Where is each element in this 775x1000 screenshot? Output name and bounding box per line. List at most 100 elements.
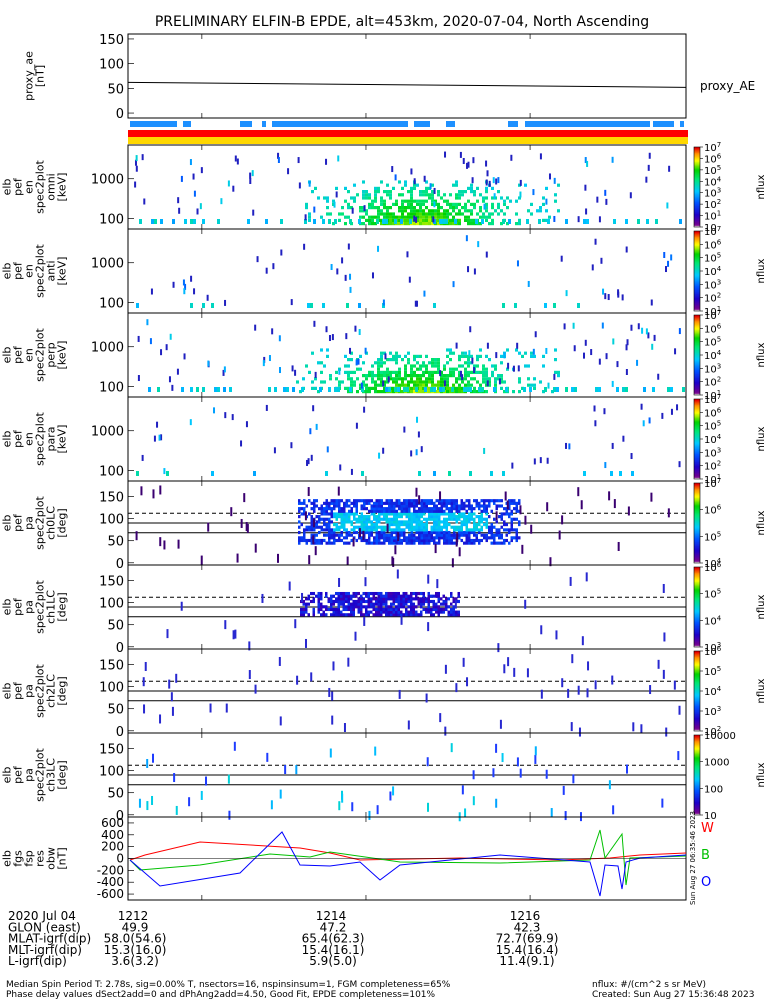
spectrogram-cell (508, 530, 511, 535)
spectrogram-cell (423, 175, 426, 182)
colorbar-cell (694, 593, 700, 596)
spectrogram-cell (338, 507, 341, 511)
spectrogram-cell (362, 361, 365, 365)
spectrogram-cell (303, 528, 306, 532)
spectrogram-cell (323, 364, 326, 368)
spectrogram-cell (140, 486, 143, 496)
spectrogram-cell (455, 206, 458, 210)
spectrogram-cell (300, 523, 303, 527)
spectrogram-cell (600, 257, 603, 264)
spectrogram-cell (380, 613, 383, 617)
spectrogram-cell (415, 536, 418, 540)
spectrogram-cell (503, 199, 506, 203)
spectrogram-cell (422, 591, 425, 596)
spectrogram-cell (382, 607, 385, 612)
spectrogram-cell (380, 202, 383, 206)
spectrogram-cell (449, 390, 452, 394)
colorbar-cell (694, 719, 700, 721)
spectrogram-cell (473, 386, 476, 390)
spectrogram-cell (416, 380, 419, 384)
spectrogram-cell (333, 504, 336, 508)
colorbar-cell (694, 669, 700, 672)
colorbar-cell (694, 572, 700, 575)
spectrogram-cell (449, 212, 452, 216)
spectrogram-cell (340, 515, 343, 519)
colorbar-cell (694, 655, 700, 657)
colorbar-cell (694, 771, 700, 773)
spectrogram-cell (497, 374, 500, 378)
spectrogram-cell (322, 613, 325, 617)
spectrogram-cell (378, 525, 381, 529)
spectrogram-cell (415, 610, 418, 614)
pef_pa_spec2plot_ch1LC-ylabel-line: [deg] (56, 592, 69, 621)
spectrogram-cell (402, 599, 405, 604)
spectrogram-cell (377, 613, 380, 617)
colorbar-cell (694, 368, 700, 371)
spectrogram-cell (518, 509, 521, 513)
spectrogram-cell (303, 512, 306, 516)
spectrogram-cell (415, 605, 418, 609)
spectrogram-cell (485, 370, 488, 374)
spectrogram-cell (370, 509, 373, 513)
spectrogram-cell (383, 525, 386, 529)
spectrogram-cell (533, 383, 536, 387)
spectrogram-cell (443, 520, 446, 524)
spectrogram-cell (353, 525, 356, 529)
spectrogram-cell (431, 222, 434, 226)
spectrogram-cell (331, 691, 334, 701)
colorbar-cell (694, 793, 700, 796)
spectrogram-cell (340, 517, 343, 521)
spectrogram-cell (408, 536, 411, 540)
spectrogram-cell (650, 492, 653, 502)
spectrogram-cell (350, 528, 353, 532)
spectrogram-cell (439, 387, 442, 392)
colorbar-cell (694, 791, 700, 793)
spectrogram-cell (338, 509, 341, 513)
spectrogram-cell (503, 390, 506, 394)
colorbar-tick-label: 103 (704, 705, 721, 718)
colorbar-cell (694, 219, 700, 221)
spectrogram-cell (431, 183, 434, 187)
colorbar-cell (694, 400, 700, 403)
spectrogram-cell (410, 528, 413, 532)
spectrogram-cell (329, 748, 332, 758)
colorbar-cell (694, 685, 700, 688)
spectrogram-cell (378, 538, 381, 543)
spectrogram-cell (362, 206, 365, 210)
spectrogram-cell (365, 520, 368, 524)
spectrogram-cell (488, 499, 491, 503)
spectrogram-cell (389, 351, 392, 355)
colorbar-cell (694, 268, 700, 271)
spectrogram-cell (305, 504, 308, 508)
spectrogram-cell (305, 610, 308, 614)
colorbar-cell (694, 283, 700, 285)
spectrogram-cell (464, 370, 467, 374)
spectrogram-cell (463, 501, 466, 505)
colorbar-cell (694, 637, 700, 640)
spectrogram-cell (325, 533, 328, 537)
spectrogram-cell (175, 673, 178, 683)
colorbar-tick-label: 10 (704, 811, 717, 822)
spectrogram-cell (510, 523, 513, 527)
spectrogram-cell (428, 509, 431, 513)
colorbar-cell (694, 763, 700, 765)
spectrogram-cell (342, 613, 345, 617)
spectrogram-cell (485, 383, 488, 387)
colorbar-frame (693, 146, 701, 228)
colorbar-cell (694, 193, 700, 196)
spectrogram-cell (465, 520, 468, 524)
colorbar-cell (694, 540, 700, 543)
spectrogram-cell (165, 344, 168, 351)
spectrogram-cell (408, 517, 411, 521)
colorbar-cell (694, 199, 700, 201)
spectrogram-cell (478, 515, 481, 519)
spectrogram-cell (405, 501, 408, 505)
pef_en_spec2plot_anti-ylabel-line: elb (1, 263, 14, 280)
spectrogram-cell (320, 215, 323, 219)
spectrogram-cell (464, 209, 467, 213)
spectrogram-cell (375, 507, 378, 511)
spectrogram-cell (470, 202, 473, 206)
colorbar-cell (694, 413, 700, 416)
spectrogram-cell (455, 525, 458, 529)
spectrogram-cell (443, 538, 446, 543)
